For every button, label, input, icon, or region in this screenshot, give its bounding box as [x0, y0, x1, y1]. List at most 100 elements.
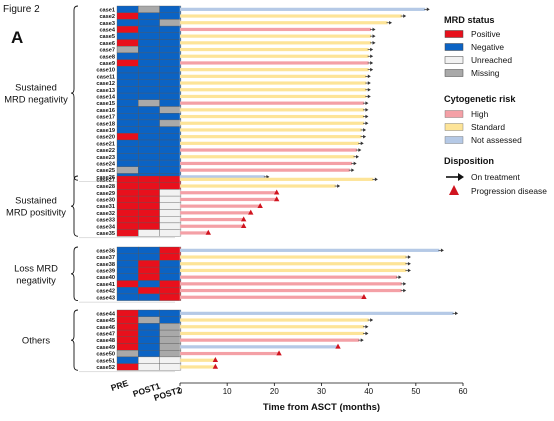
mrd-cell-case15-post2: [159, 99, 182, 107]
arrow-head-case6: [372, 41, 376, 45]
bar-case5: [180, 34, 372, 38]
legend-swatch-not-assessed: [444, 136, 464, 144]
mrd-cell-case46-pre: [116, 323, 139, 331]
bar-case19: [180, 128, 362, 132]
arrow-head-case7: [370, 47, 374, 52]
mrd-cell-case9-post1: [138, 59, 160, 67]
mrd-cell-case47-post1: [138, 329, 160, 337]
mrd-cell-case14-post2: [159, 92, 182, 100]
mrd-column-label: PRE: [110, 378, 130, 393]
mrd-cell-case45-post2: [159, 316, 182, 324]
arrow-head-case22: [358, 148, 362, 152]
case-label: case42: [96, 289, 115, 295]
group-label: negativity: [16, 274, 56, 285]
mrd-cell-case46-post2: [159, 323, 182, 331]
mrd-cell-case5-pre: [116, 32, 139, 40]
mrd-cell-case37-pre: [116, 253, 139, 261]
bar-case14: [180, 94, 367, 99]
mrd-cell-case35-pre: [116, 229, 139, 237]
case-label: case38: [96, 262, 115, 268]
mrd-cell-case34-pre: [116, 222, 139, 230]
mrd-cell-case30-post2: [159, 195, 182, 203]
case-label: case12: [96, 81, 115, 87]
group-brace-3: [70, 309, 79, 371]
mrd-cell-case41-post2: [159, 280, 182, 288]
mrd-cell-case12-post2: [159, 79, 182, 87]
mrd-cell-case24-pre: [116, 159, 139, 167]
case-label: case28: [96, 184, 115, 190]
mrd-cell-case6-post1: [138, 39, 160, 47]
case-label: case6: [99, 41, 115, 47]
mrd-cell-case42-pre: [116, 287, 139, 295]
arrow-head-case36: [440, 248, 444, 253]
mrd-cell-case16-post2: [159, 106, 182, 114]
case-label: case37: [96, 255, 115, 261]
mrd-cell-case38-pre: [116, 260, 139, 268]
mrd-cell-case22-post2: [159, 146, 182, 154]
mrd-cell-case48-post2: [159, 336, 182, 344]
mrd-cell-case17-pre: [116, 113, 139, 121]
case-label: case32: [96, 211, 115, 217]
bar-case47: [180, 331, 364, 336]
group-brace-1: [70, 175, 79, 237]
mrd-cell-case5-post2: [159, 32, 182, 40]
arrow-head-case5: [372, 34, 376, 38]
legend-item: Positive: [471, 29, 501, 39]
mrd-cell-case40-post2: [159, 273, 182, 281]
mrd-cell-case29-pre: [116, 189, 139, 197]
mrd-cell-case37-post2: [159, 253, 182, 261]
case-label: case33: [96, 218, 115, 224]
mrd-cell-case39-pre: [116, 266, 139, 274]
arrow-head-case25: [351, 168, 355, 172]
mrd-cell-case50-post1: [138, 350, 160, 358]
bar-case37: [180, 255, 407, 259]
x-tick-label: 50: [411, 387, 420, 396]
case-label: case10: [96, 68, 115, 74]
bar-case38: [180, 262, 407, 266]
mrd-cell-case6-post2: [159, 39, 182, 47]
mrd-cell-case40-pre: [116, 273, 139, 281]
arrow-head-case28: [337, 184, 341, 188]
bar-case35: [180, 231, 209, 235]
arrow-head-case17: [365, 114, 369, 119]
x-tick-label: 40: [364, 387, 373, 396]
progression-marker-case33: [240, 216, 247, 222]
bar-case17: [180, 114, 364, 119]
case-label: case46: [96, 325, 115, 331]
case-label: case29: [96, 191, 115, 197]
arrow-head-case46: [365, 324, 369, 329]
arrow-head-case48: [360, 338, 364, 342]
mrd-cell-case44-post2: [159, 309, 182, 317]
progression-marker-case30: [273, 196, 280, 202]
bar-case21: [180, 141, 360, 145]
mrd-cell-case41-pre: [116, 280, 139, 288]
bar-case30: [180, 197, 277, 202]
legend-swatch-standard: [444, 123, 464, 131]
mrd-cell-case16-post1: [138, 106, 160, 114]
arrow-head-case42: [403, 288, 407, 293]
mrd-cell-case11-pre: [116, 72, 139, 80]
bar-case41: [180, 282, 402, 286]
legend-arrow-icon: [458, 173, 464, 181]
mrd-cell-case1-post1: [138, 5, 160, 13]
legend-title-disposition: Disposition: [444, 156, 494, 166]
case-label: case27: [96, 177, 115, 183]
bar-case52: [180, 365, 216, 369]
bar-case42: [180, 288, 402, 293]
mrd-cell-case1-pre: [116, 5, 139, 13]
bar-case49: [180, 345, 339, 349]
case-label: case26: [96, 175, 115, 181]
bar-case40: [180, 275, 397, 279]
mrd-cell-case51-pre: [116, 356, 139, 364]
x-tick-label: 30: [317, 387, 326, 396]
bar-case36: [180, 248, 440, 252]
arrow-head-case12: [367, 81, 371, 85]
mrd-cell-case28-post2: [159, 182, 182, 190]
mrd-cell-case24-post1: [138, 159, 160, 167]
swimmer-bars: [179, 6, 459, 371]
legend-item: Missing: [471, 68, 500, 78]
case-label: case3: [99, 21, 115, 27]
mrd-cell-case13-post2: [159, 86, 182, 94]
mrd-cell-case38-post2: [159, 260, 182, 268]
arrow-head-case10: [370, 67, 374, 72]
